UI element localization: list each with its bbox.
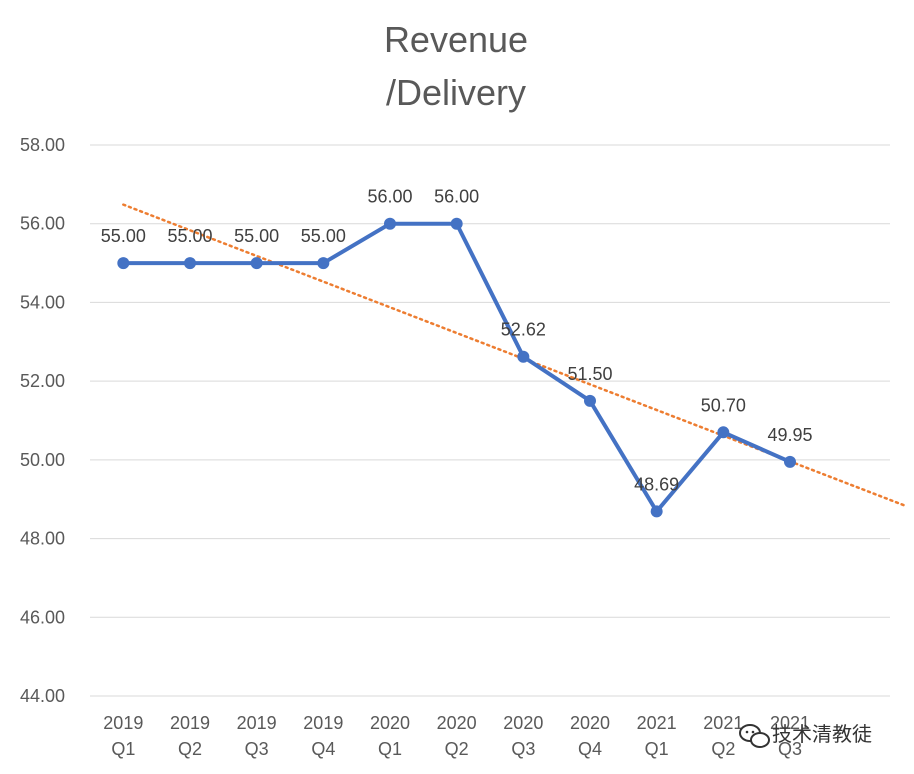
- watermark-text: 技术清教徒: [772, 722, 872, 746]
- x-tick-label-year: 2020: [370, 713, 410, 733]
- x-tick-label-quarter: Q3: [245, 739, 269, 759]
- data-point: [784, 455, 796, 468]
- y-tick-label: 48.00: [20, 529, 65, 549]
- trendline-group: [122, 203, 908, 508]
- series-group: [117, 217, 796, 518]
- data-label: 55.00: [234, 226, 279, 246]
- x-tick-label-quarter: Q1: [378, 739, 402, 759]
- y-tick-label: 58.00: [20, 135, 65, 155]
- data-point: [517, 350, 530, 363]
- data-point: [250, 257, 263, 270]
- x-tick-label-year: 2019: [237, 713, 277, 733]
- x-tick-label-year: 2020: [437, 713, 477, 733]
- y-tick-label: 52.00: [20, 371, 65, 391]
- data-label: 48.69: [634, 474, 679, 494]
- data-point: [117, 257, 130, 270]
- data-label: 55.00: [301, 226, 346, 246]
- data-label: 56.00: [367, 187, 412, 207]
- data-point: [650, 505, 663, 518]
- x-tick-label-quarter: Q1: [111, 739, 135, 759]
- x-tick-label-quarter: Q4: [311, 739, 335, 759]
- data-label: 49.95: [767, 425, 812, 445]
- x-tick-label-quarter: Q2: [445, 739, 469, 759]
- data-point: [317, 257, 330, 270]
- data-point: [384, 217, 396, 230]
- x-tick-label-year: 2021: [703, 713, 743, 733]
- y-tick-label: 56.00: [20, 214, 65, 234]
- watermark: 技术清教徒: [739, 722, 872, 748]
- y-tick-label: 54.00: [20, 292, 65, 312]
- x-axis: 2019 Q1 2019 Q2 2019 Q3 2019 Q4 2020 Q1 2020 Q2 2020…: [103, 713, 810, 759]
- series-line: [123, 221, 791, 514]
- data-point: [450, 217, 463, 230]
- data-label: 52.62: [501, 320, 546, 340]
- y-tick-label: 44.00: [20, 686, 65, 706]
- chart-title-line-2: /Delivery: [386, 72, 526, 113]
- data-label: 56.00: [434, 187, 479, 207]
- data-label: 55.00: [167, 226, 212, 246]
- data-point: [184, 257, 196, 270]
- x-tick-label-year: 2019: [170, 713, 210, 733]
- y-tick-label: 46.00: [20, 607, 65, 627]
- x-tick-label-quarter: Q2: [711, 739, 735, 759]
- chart-title-line-1: Revenue: [384, 19, 528, 60]
- data-point: [584, 394, 596, 407]
- gridlines: [90, 144, 890, 697]
- x-tick-label-year: 2020: [570, 713, 610, 733]
- x-tick-label-quarter: Q2: [178, 739, 202, 759]
- x-tick-label-quarter: Q1: [645, 739, 669, 759]
- data-point: [717, 426, 730, 439]
- data-label: 51.50: [567, 364, 612, 384]
- y-tick-label: 50.00: [20, 450, 65, 470]
- x-tick-label-year: 2019: [103, 713, 143, 733]
- data-labels: 55.00 55.00 55.00 55.00 56.00 56.00 52.62 51.50…: [101, 187, 813, 495]
- x-tick-label-year: 2020: [503, 713, 543, 733]
- wechat-icon: [739, 724, 770, 748]
- x-tick-label-quarter: Q3: [778, 739, 802, 759]
- x-tick-label-quarter: Q3: [511, 739, 535, 759]
- x-tick-label-quarter: Q4: [578, 739, 602, 759]
- trendline: [122, 203, 908, 508]
- data-label: 55.00: [101, 226, 146, 246]
- x-tick-label-year: 2021: [637, 713, 677, 733]
- y-axis: 44.00 46.00 48.00 50.00 52.00 54.00 56.00 58.00: [20, 135, 65, 706]
- data-label: 50.70: [701, 395, 746, 415]
- x-tick-label-year: 2019: [303, 713, 343, 733]
- x-tick-label-year: 2021: [770, 713, 810, 733]
